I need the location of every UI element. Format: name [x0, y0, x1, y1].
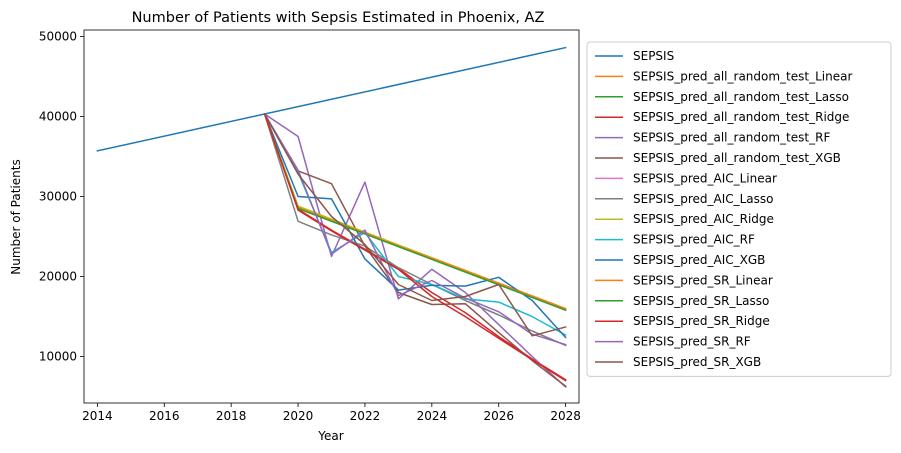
x-tick-label: 2028: [550, 409, 581, 423]
x-tick-label: 2018: [216, 409, 247, 423]
legend-label-6: SEPSIS_pred_all_random_test_XGB: [633, 151, 841, 165]
series-line-15: [263, 112, 567, 346]
axes-frame: [83, 29, 580, 404]
legend-label-10: SEPSIS_pred_AIC_RF: [633, 233, 755, 247]
x-tick-label: 2026: [483, 409, 514, 423]
legend-label-14: SEPSIS_pred_SR_Ridge: [633, 314, 770, 328]
legend-label-2: SEPSIS_pred_all_random_test_Linear: [633, 69, 852, 83]
legend-label-5: SEPSIS_pred_all_random_test_RF: [633, 131, 830, 145]
y-tick-label: 20000: [39, 270, 77, 284]
x-tick-label: 2020: [283, 409, 314, 423]
legend-frame: [586, 41, 892, 377]
legend-label-11: SEPSIS_pred_AIC_XGB: [633, 253, 765, 267]
x-tick-label: 2014: [82, 409, 113, 423]
x-tick-label: 2022: [350, 409, 381, 423]
legend-label-3: SEPSIS_pred_all_random_test_Lasso: [633, 90, 849, 104]
y-tick-label: 40000: [39, 109, 77, 123]
x-tick-label: 2016: [149, 409, 180, 423]
x-tick-label: 2024: [417, 409, 448, 423]
x-axis-label: Year: [317, 429, 343, 443]
series-line-1: [96, 46, 567, 152]
y-tick-label: 10000: [39, 350, 77, 364]
series-line-6: [263, 112, 567, 388]
series-line-10: [263, 112, 567, 337]
legend-label-4: SEPSIS_pred_all_random_test_Ridge: [633, 110, 849, 124]
series-line-8: [263, 113, 567, 347]
y-tick-label: 50000: [39, 29, 77, 43]
legend-label-12: SEPSIS_pred_SR_Linear: [633, 273, 773, 287]
legend-label-9: SEPSIS_pred_AIC_Ridge: [633, 212, 774, 226]
series-line-16: [263, 112, 567, 337]
legend-label-8: SEPSIS_pred_AIC_Lasso: [633, 192, 774, 206]
plot-area: 2014 2016 2018 2020 2022 2024 2026 2028 10000 200…: [39, 29, 581, 423]
series-line-4: [263, 113, 567, 381]
legend: SEPSIS SEPSIS_pred_all_random_test_Linear…: [586, 41, 892, 377]
legend-label-1: SEPSIS: [633, 49, 674, 63]
series-line-14: [263, 113, 567, 382]
series-line-5: [263, 112, 567, 389]
y-tick-label: 30000: [39, 189, 77, 203]
legend-label-13: SEPSIS_pred_SR_Lasso: [633, 294, 769, 308]
legend-label-15: SEPSIS_pred_SR_RF: [633, 335, 751, 349]
chart-title: Number of Patients with Sepsis Estimated…: [132, 10, 545, 26]
legend-label-7: SEPSIS_pred_AIC_Linear: [633, 171, 777, 185]
y-axis-label: Number of Patients: [9, 159, 23, 274]
legend-label-16: SEPSIS_pred_SR_XGB: [633, 355, 761, 369]
